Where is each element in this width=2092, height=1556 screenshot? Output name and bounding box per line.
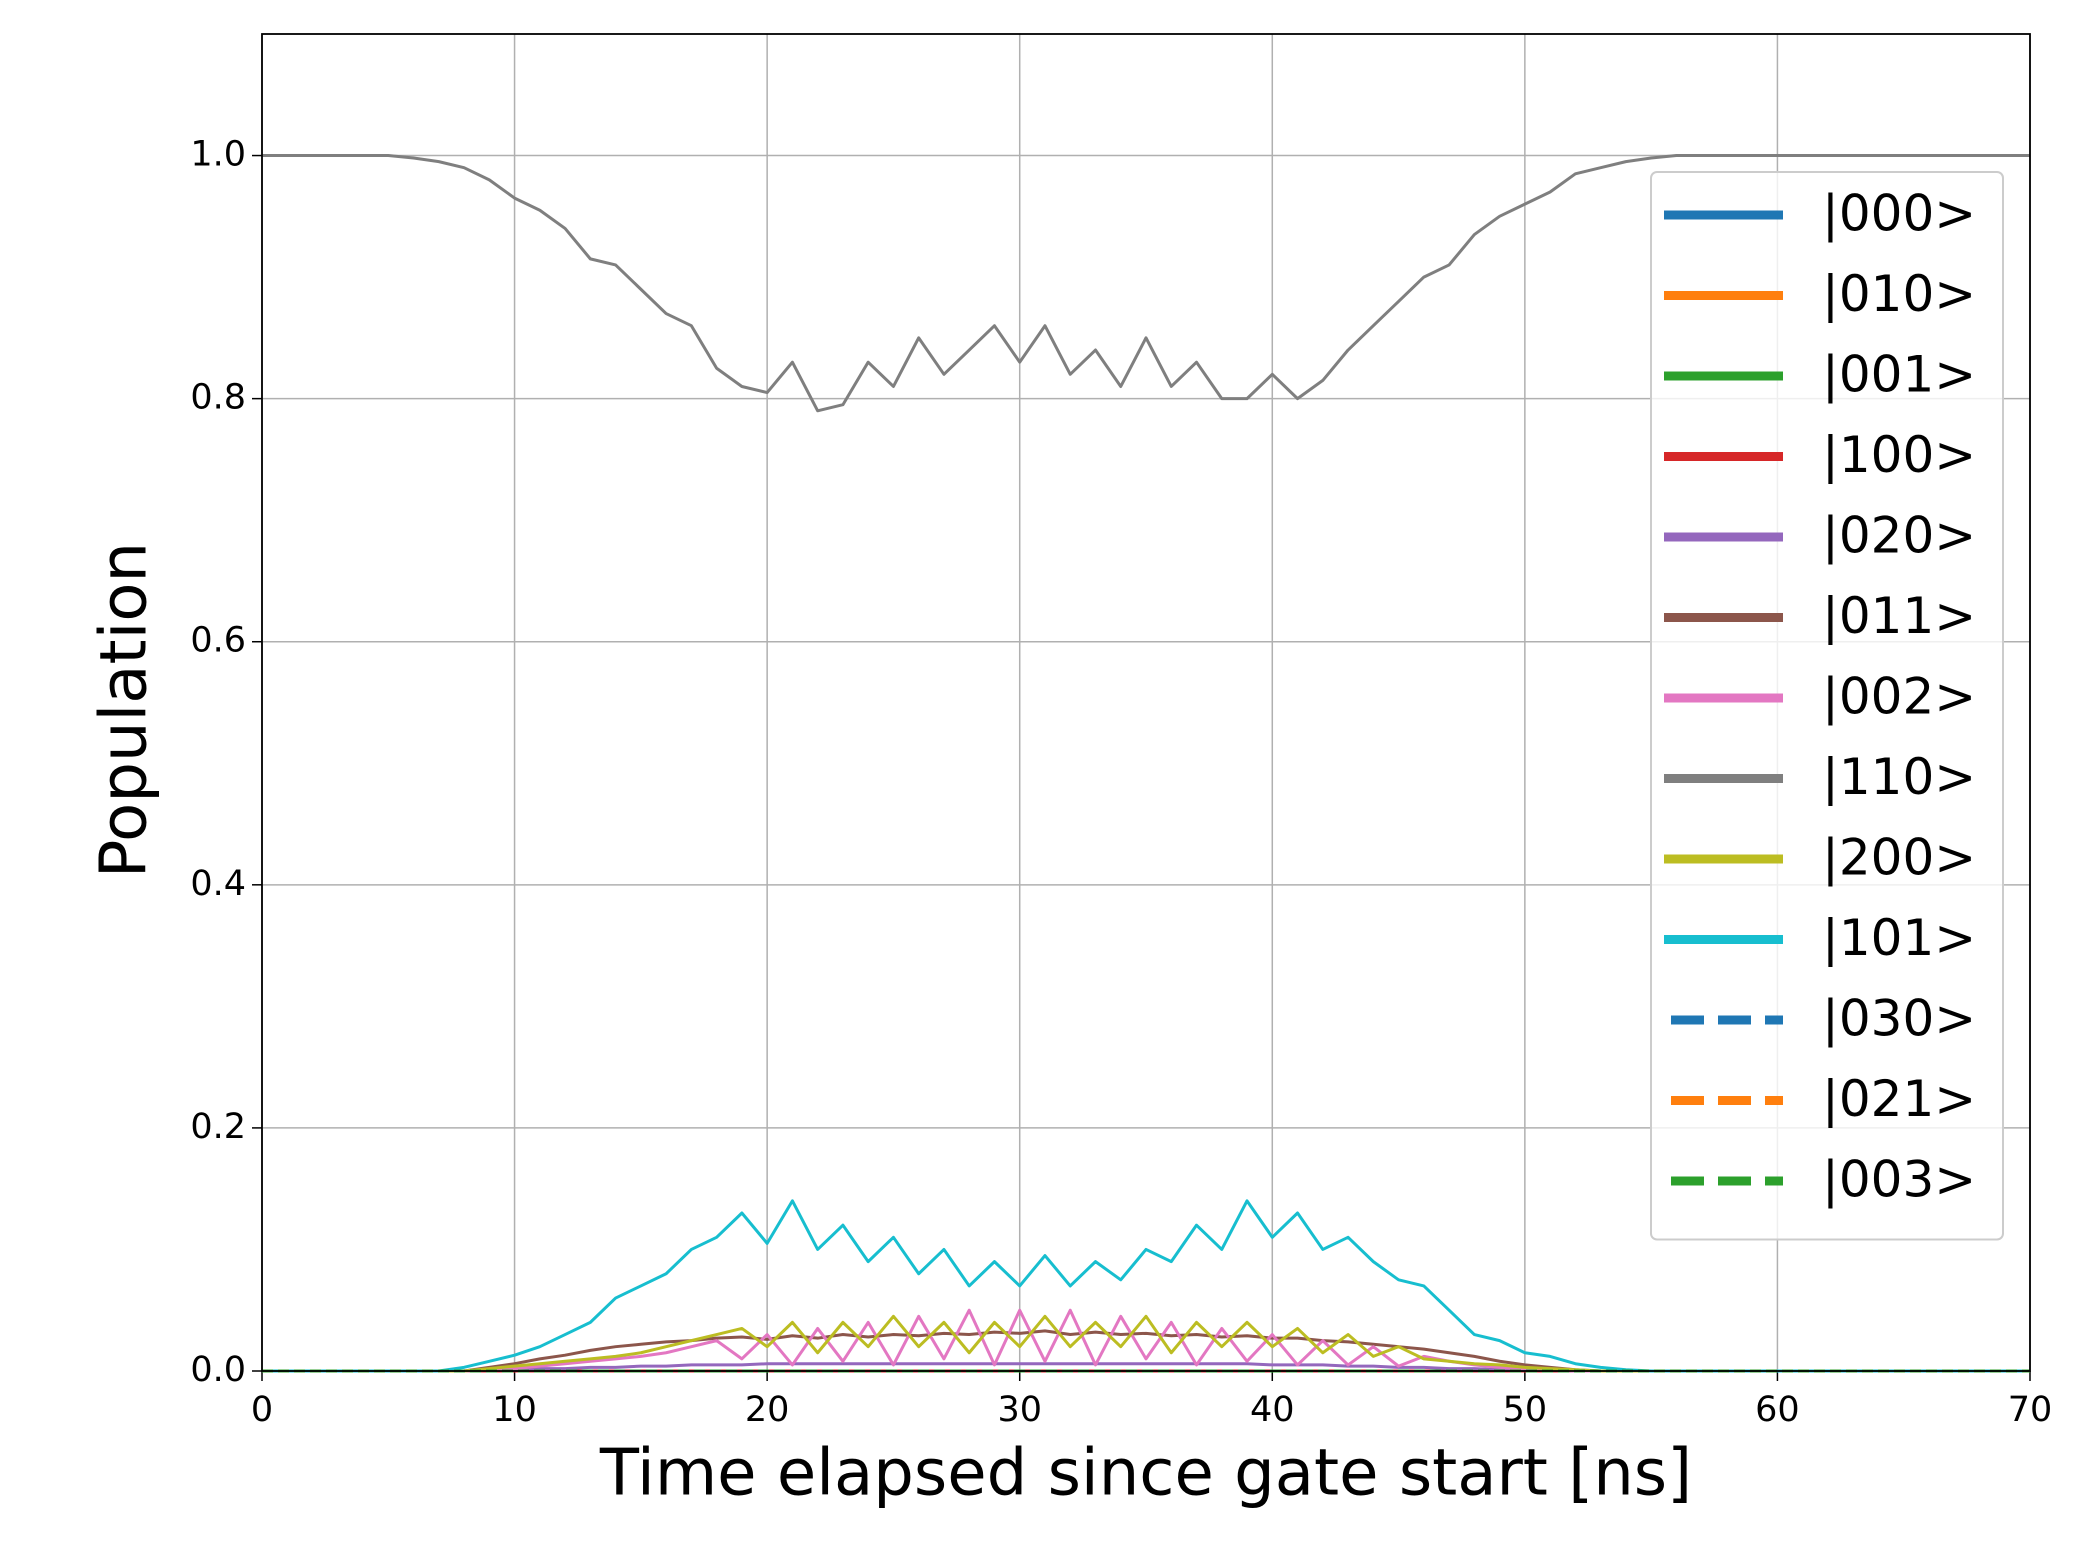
- y-axis-label: Population: [88, 542, 162, 878]
- legend-label: |100>: [1822, 426, 1976, 484]
- legend: |000> |010> |001> |100> |020> |011> |002> |110>…: [1650, 171, 2004, 1241]
- x-tick-label: 40: [1250, 1390, 1295, 1430]
- legend-label: |200>: [1822, 829, 1976, 887]
- legend-label: |101>: [1822, 909, 1976, 967]
- x-tick-label: 70: [2008, 1390, 2053, 1430]
- legend-label: |003>: [1822, 1151, 1976, 1209]
- plot-frame: [261, 33, 2031, 1372]
- series-line: [262, 154, 2030, 413]
- legend-label: |010>: [1822, 265, 1976, 323]
- legend-label: |110>: [1822, 748, 1976, 806]
- y-tick-label: 0.4: [190, 864, 246, 904]
- x-axis-label: Time elapsed since gate start [ns]: [599, 1437, 1692, 1511]
- x-tick-label: 0: [251, 1390, 273, 1430]
- y-tick-label: 0.0: [190, 1350, 246, 1390]
- legend-label: |020>: [1822, 507, 1976, 565]
- x-tick-label: 30: [997, 1390, 1042, 1430]
- legend-label: |001>: [1822, 346, 1976, 404]
- legend-label: |002>: [1822, 668, 1976, 726]
- y-tick-label: 0.6: [190, 621, 246, 661]
- x-tick-label: 20: [745, 1390, 790, 1430]
- legend-frame: [1650, 171, 2004, 1241]
- x-tick-label: 50: [1503, 1390, 1548, 1430]
- y-tick-label: 0.2: [190, 1107, 246, 1147]
- legend-label: |030>: [1822, 990, 1976, 1048]
- x-tick-label: 10: [492, 1390, 537, 1430]
- y-tick-label: 1.0: [190, 135, 246, 175]
- x-tick-label: 60: [1755, 1390, 1800, 1430]
- legend-label: |000>: [1822, 185, 1976, 243]
- legend-label: |021>: [1822, 1070, 1976, 1128]
- legend-label: |011>: [1822, 587, 1976, 645]
- y-tick-label: 0.8: [190, 378, 246, 418]
